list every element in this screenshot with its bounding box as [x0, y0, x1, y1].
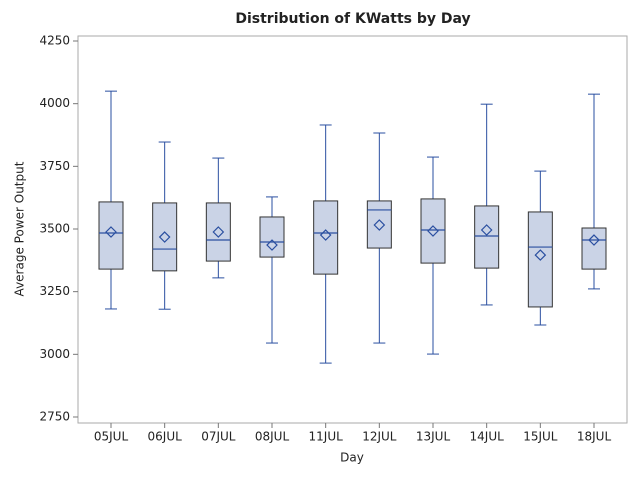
mean-marker	[212, 226, 225, 238]
x-tick-label: 08JUL	[255, 430, 290, 444]
box	[474, 205, 500, 269]
mean-marker	[266, 239, 278, 251]
mean-marker	[105, 226, 117, 238]
box	[98, 201, 124, 270]
chart-title: Distribution of KWatts by Day	[235, 11, 470, 27]
y-tick-label: 4000	[39, 96, 70, 110]
box	[205, 202, 231, 262]
y-axis-label: Average Power Output	[13, 161, 27, 296]
x-tick-label: 06JUL	[148, 430, 183, 444]
y-tick-label: 3000	[39, 347, 70, 361]
y-tick-label: 2750	[39, 409, 70, 423]
x-tick-label: 05JUL	[94, 430, 129, 444]
mean-marker	[373, 219, 386, 231]
mean-marker	[427, 225, 439, 237]
x-tick-label: 15JUL	[523, 430, 558, 444]
box	[259, 216, 285, 258]
x-tick-label: 11JUL	[309, 430, 344, 444]
box	[313, 200, 339, 275]
y-tick-label: 3250	[39, 284, 70, 298]
x-tick-label: 14JUL	[470, 430, 505, 444]
y-tick-label: 3500	[39, 221, 70, 235]
mean-marker	[319, 229, 332, 241]
plot-frame	[77, 35, 628, 424]
mean-marker	[588, 234, 600, 246]
mean-marker	[158, 231, 171, 243]
box	[581, 227, 607, 270]
x-tick-label: 12JUL	[362, 430, 397, 444]
mean-marker	[480, 224, 493, 236]
mean-marker	[534, 249, 547, 261]
box	[366, 200, 392, 249]
x-axis-label: Day	[340, 451, 364, 465]
box	[420, 198, 446, 264]
y-tick-label: 4250	[39, 34, 70, 48]
x-tick-label: 07JUL	[201, 430, 236, 444]
box	[152, 202, 178, 272]
x-tick-label: 13JUL	[416, 430, 451, 444]
x-tick-label: 18JUL	[577, 430, 612, 444]
y-tick-label: 3750	[39, 159, 70, 173]
